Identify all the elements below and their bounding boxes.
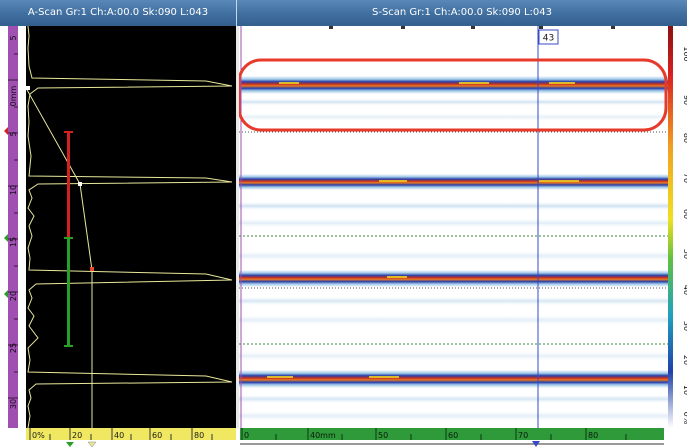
sscan-title: S-Scan Gr:1 Ch:A:00.0 Sk:090 L:043: [371, 7, 552, 18]
depth-tick-label: 15: [9, 237, 18, 247]
gate-b[interactable]: [64, 237, 73, 347]
highlight-ellipse: [239, 58, 668, 132]
depth-ruler-markers[interactable]: [4, 127, 8, 298]
index-tick-label: 80: [588, 431, 598, 440]
amplitude-tick-label: 80: [194, 431, 204, 440]
sscan-reference-lines: [239, 131, 668, 289]
tcg-curve-segment: [26, 87, 81, 185]
depth-tick-label: 30: [9, 399, 18, 409]
amplitude-tick-label: 60: [152, 431, 162, 440]
depth-ruler-bar: [8, 26, 18, 428]
index-tick-label: 70: [518, 431, 528, 440]
index-tick-label: 60: [448, 431, 458, 440]
sscan-noise-bands: [239, 98, 668, 422]
depth-tick-label: 0mm: [9, 85, 18, 106]
corner-box: [668, 428, 687, 448]
tcg-point[interactable]: [90, 267, 94, 271]
color-palette-bar: [668, 26, 673, 428]
color-scale-label: 40: [682, 285, 687, 295]
index-cursor-label[interactable]: 43: [538, 29, 559, 45]
sscan-display[interactable]: 43: [236, 26, 668, 428]
color-scale-ruler: 100 90 80 70 60 50 40 30 20 10 0%: [668, 26, 687, 428]
index-tick-label: 0: [244, 431, 249, 440]
gate-a[interactable]: [64, 131, 73, 239]
depth-tick-label: 10: [9, 185, 18, 195]
color-scale-label: 80: [682, 133, 687, 143]
sscan-title-bar: S-Scan Gr:1 Ch:A:00.0 Sk:090 L:043: [237, 0, 687, 27]
color-scale-label: 100: [682, 46, 687, 61]
amplitude-marker[interactable]: [87, 441, 97, 448]
tcg-curve-segment: [79, 183, 93, 271]
ascan-echo-trace: [27, 26, 233, 428]
depth-tick-label: 5: [9, 131, 18, 136]
sscan-echo-highlights: [267, 82, 579, 378]
cursor-value: 43: [543, 34, 554, 44]
depth-ruler[interactable]: 5 0mm 5 10 15 20 25 30: [0, 26, 26, 428]
ascan-title: A-Scan Gr:1 Ch:A:00.0 Sk:090 L:043: [27, 7, 209, 18]
color-scale-label: 50: [682, 249, 687, 259]
color-scale-label: 20: [682, 355, 687, 365]
index-ruler[interactable]: 0 40mm 50 60 70 80: [236, 428, 668, 448]
depth-ruler-ticks: [8, 53, 18, 399]
index-tick-label: 40mm: [310, 431, 336, 440]
color-scale-label: 90: [682, 95, 687, 105]
title-divider: [236, 0, 237, 26]
tcg-point[interactable]: [78, 182, 82, 186]
amplitude-marker[interactable]: [66, 442, 74, 447]
index-ruler-bar: [240, 428, 664, 440]
sscan-echo-bands: [239, 76, 668, 388]
sscan-top-markers: [329, 26, 615, 29]
amplitude-ruler-ticks: [29, 428, 213, 440]
amplitude-ruler[interactable]: 0% 20 40 60 80: [26, 428, 236, 448]
depth-tick-label: 20: [9, 291, 18, 301]
color-scale-label: 0%: [682, 412, 687, 425]
ascan-display[interactable]: [26, 26, 236, 428]
index-tick-label: 50: [378, 431, 388, 440]
index-ruler-ticks: [241, 428, 627, 440]
color-scale-label: 30: [682, 321, 687, 331]
color-scale-label: 10: [682, 385, 687, 395]
ascan-title-bar: A-Scan Gr:1 Ch:A:00.0 Sk:090 L:043: [0, 0, 236, 27]
amplitude-tick-label: 20: [72, 431, 82, 440]
depth-tick-label: 25: [9, 343, 18, 353]
depth-tick-label: 5: [9, 35, 18, 40]
color-scale-label: 60: [682, 209, 687, 219]
tcg-point[interactable]: [26, 86, 30, 90]
color-scale-label: 70: [682, 173, 687, 183]
sscan-gate-lines: [239, 235, 668, 345]
corner-box: [0, 428, 26, 448]
index-cursor-marker[interactable]: [532, 441, 540, 447]
amplitude-tick-label: 0%: [32, 431, 45, 440]
amplitude-tick-label: 40: [114, 431, 124, 440]
